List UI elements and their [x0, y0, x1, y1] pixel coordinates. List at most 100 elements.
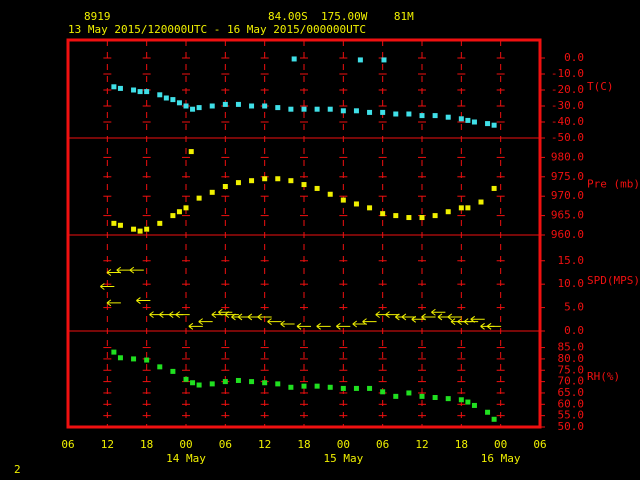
y-tick-label: -20.0	[551, 83, 584, 96]
time-range: 13 May 2015/120000UTC - 16 May 2015/0000…	[68, 23, 366, 36]
wind-arrow	[421, 313, 436, 321]
point	[188, 149, 194, 155]
wind-arrow	[100, 283, 115, 290]
point	[117, 355, 123, 361]
point	[176, 100, 182, 106]
wind-arrow	[175, 311, 190, 319]
wind-arrow	[198, 318, 213, 326]
point	[117, 222, 123, 228]
point	[458, 397, 464, 403]
point	[176, 209, 182, 215]
wind-arrow	[316, 322, 331, 330]
point	[288, 106, 294, 112]
point	[485, 409, 491, 415]
point	[196, 105, 202, 111]
wind-arrow	[486, 322, 502, 330]
wind-arrow	[224, 311, 239, 319]
x-tick-label: 12	[101, 438, 114, 451]
point	[137, 228, 143, 234]
point	[163, 95, 169, 101]
point	[235, 180, 241, 186]
point	[111, 84, 117, 90]
point	[445, 114, 451, 120]
point	[222, 101, 228, 107]
point	[314, 106, 320, 112]
x-tick-label: 06	[219, 438, 232, 451]
wind-arrow	[463, 318, 479, 326]
y-tick-label: 0.0	[564, 324, 584, 337]
point	[190, 106, 196, 112]
point	[131, 87, 137, 93]
y-tick-label: 15.0	[558, 254, 585, 267]
point	[327, 384, 333, 390]
wind-arrow	[362, 318, 377, 326]
wind-arrow	[401, 313, 416, 321]
date-label: 15 May	[323, 452, 363, 465]
y-tick-label: -40.0	[551, 115, 584, 128]
wind-arrow	[431, 308, 446, 316]
point	[478, 199, 484, 205]
point	[131, 226, 137, 232]
point	[249, 178, 255, 184]
point	[445, 209, 451, 215]
x-tick-label: 12	[258, 438, 271, 451]
y-axis-label: T(C)	[587, 80, 614, 93]
point	[380, 211, 386, 217]
x-tick-label: 18	[297, 438, 310, 451]
point	[485, 121, 491, 127]
point	[249, 379, 255, 385]
station-id: 8919	[84, 10, 111, 23]
point	[222, 184, 228, 189]
point	[380, 109, 386, 115]
point	[288, 178, 294, 184]
point	[190, 380, 196, 386]
y-tick-label: 85.0	[558, 341, 585, 354]
point	[367, 109, 373, 115]
point	[406, 111, 412, 117]
y-tick-label: -10.0	[551, 67, 584, 80]
point	[393, 111, 399, 117]
point	[183, 376, 189, 382]
y-tick-label: 65.0	[558, 386, 585, 399]
point	[381, 57, 387, 63]
point	[144, 357, 150, 363]
y-tick-label: 5.0	[564, 301, 584, 314]
point	[170, 368, 176, 374]
y-tick-label: 70.0	[558, 375, 585, 388]
wind-arrow	[106, 269, 121, 276]
y-tick-label: 965.0	[551, 209, 584, 222]
wind-arrow	[385, 311, 400, 319]
station-location: 84.00S 175.00W 81M	[268, 10, 414, 23]
wind-arrow	[267, 318, 282, 326]
point	[288, 384, 294, 390]
y-tick-label: -50.0	[551, 131, 584, 144]
page-number: 2	[14, 463, 21, 476]
y-tick-label: -30.0	[551, 99, 584, 112]
point	[432, 113, 438, 119]
point	[301, 383, 307, 389]
y-tick-label: 80.0	[558, 352, 585, 365]
point	[314, 185, 320, 191]
plot-frame	[66, 38, 542, 429]
wind-arrow	[257, 313, 272, 321]
point	[262, 380, 268, 386]
point	[235, 101, 241, 107]
point	[432, 394, 438, 400]
point	[144, 89, 150, 95]
wind-arrow	[106, 299, 121, 307]
point	[327, 106, 333, 112]
point	[170, 97, 176, 103]
point	[340, 385, 346, 391]
date-label: 16 May	[481, 452, 521, 465]
y-tick-label: 55.0	[558, 409, 585, 422]
x-tick-label: 00	[337, 438, 350, 451]
point	[393, 393, 399, 399]
point	[262, 103, 268, 109]
point	[111, 349, 117, 355]
y-tick-label: 10.0	[558, 277, 585, 290]
wind-arrow	[352, 320, 367, 328]
wind-arrow	[296, 322, 311, 330]
point	[353, 108, 359, 114]
point	[262, 176, 268, 182]
x-tick-label: 06	[61, 438, 74, 451]
